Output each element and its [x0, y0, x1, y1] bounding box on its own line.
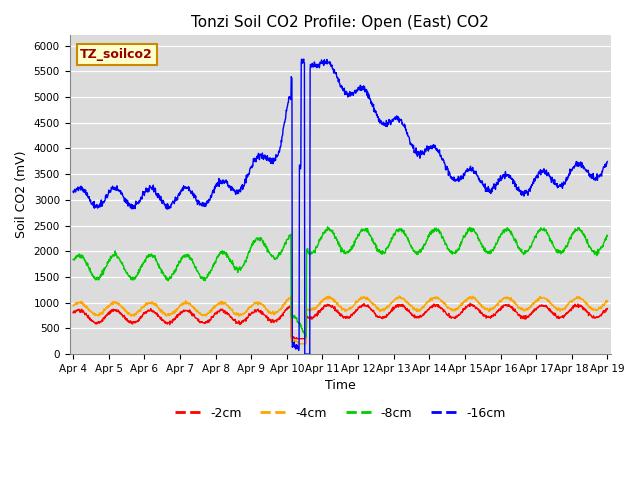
Legend: -2cm, -4cm, -8cm, -16cm: -2cm, -4cm, -8cm, -16cm — [170, 402, 510, 425]
X-axis label: Time: Time — [325, 379, 356, 392]
Title: Tonzi Soil CO2 Profile: Open (East) CO2: Tonzi Soil CO2 Profile: Open (East) CO2 — [191, 15, 489, 30]
Text: TZ_soilco2: TZ_soilco2 — [81, 48, 153, 61]
Y-axis label: Soil CO2 (mV): Soil CO2 (mV) — [15, 151, 28, 239]
